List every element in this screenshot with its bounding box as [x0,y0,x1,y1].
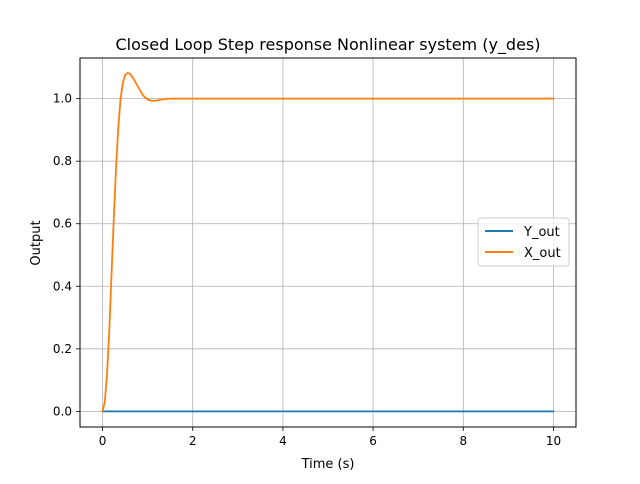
series-lines [101,72,555,413]
y-axis-label: Output [29,220,44,265]
x-tick-label: 2 [189,434,197,448]
y-tick-label: 0.8 [53,154,72,168]
x-tick-label: 10 [546,434,561,448]
x-tick-label: 4 [279,434,287,448]
chart-title: Closed Loop Step response Nonlinear syst… [115,35,540,55]
y-tick-label: 0.6 [53,217,72,231]
y-tick-label: 0.0 [53,404,72,418]
y-tick-label: 0.2 [53,342,72,356]
y-tick-label: 0.4 [53,279,72,293]
x-axis-label: Time (s) [301,457,355,472]
plot-frame [79,57,577,428]
x-tick-label: 6 [369,434,377,448]
x-tick-label: 8 [459,434,467,448]
legend: Y_out X_out [477,217,570,267]
series-line-x-out [101,72,555,413]
legend-label-x-out: X_out [524,246,561,261]
x-tick-label: 0 [99,434,107,448]
y-tick-label: 1.0 [53,92,72,106]
legend-label-y-out: Y_out [523,225,560,240]
axis-ticks: 0 2 4 6 8 10 0.0 0.2 0.4 0.6 0.8 1.0 [53,92,561,448]
